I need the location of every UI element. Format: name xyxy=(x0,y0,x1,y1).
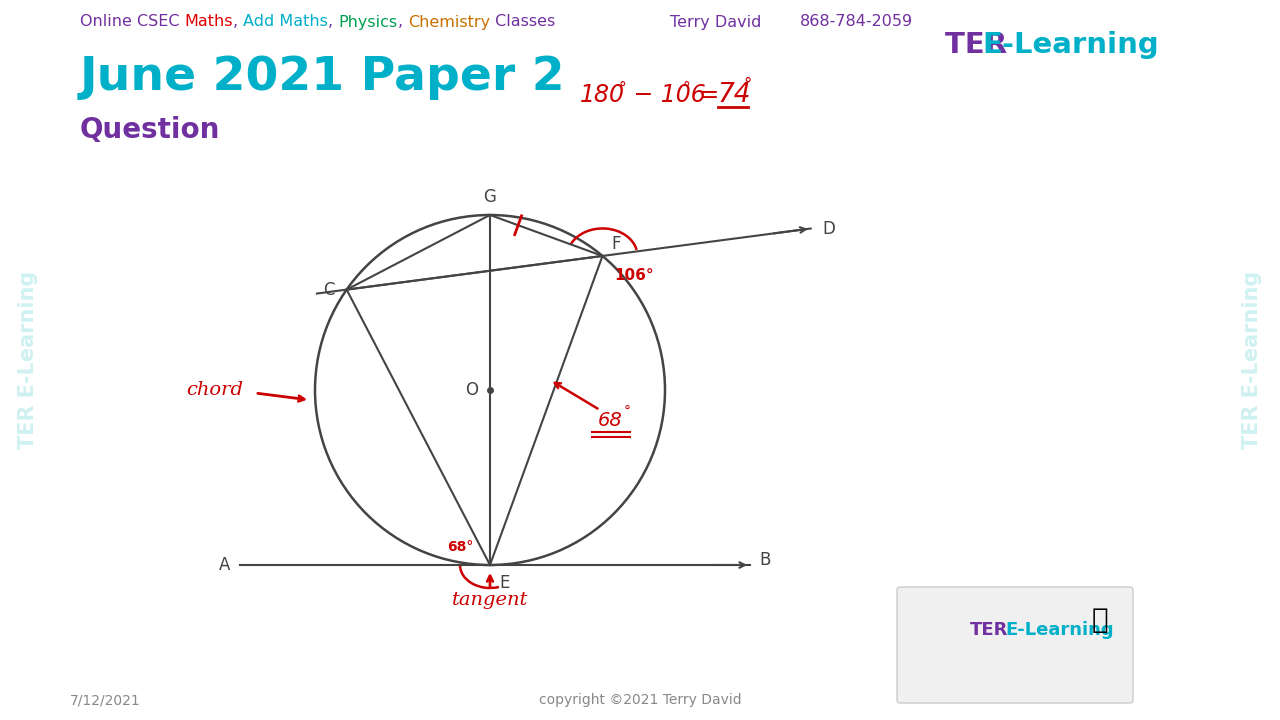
Text: ,: , xyxy=(398,14,408,30)
Text: C: C xyxy=(323,281,334,299)
Text: Chemistry: Chemistry xyxy=(408,14,490,30)
Text: A: A xyxy=(219,556,230,574)
Text: °: ° xyxy=(682,81,690,96)
Text: D: D xyxy=(822,220,835,238)
Text: °: ° xyxy=(742,76,751,94)
Text: E-Learning: E-Learning xyxy=(1005,621,1114,639)
Text: Online CSEC: Online CSEC xyxy=(79,14,184,30)
Text: °: ° xyxy=(618,81,626,96)
Text: E: E xyxy=(499,574,511,592)
Text: =: = xyxy=(692,83,727,107)
Text: Add Maths: Add Maths xyxy=(243,14,328,30)
Text: Classes: Classes xyxy=(490,14,556,30)
Text: 7/12/2021: 7/12/2021 xyxy=(70,693,141,707)
Text: E-Learning: E-Learning xyxy=(982,31,1158,59)
Text: TER E-Learning: TER E-Learning xyxy=(18,271,38,449)
Text: 🎓: 🎓 xyxy=(1092,606,1108,634)
Text: °: ° xyxy=(623,405,631,419)
Text: 180: 180 xyxy=(580,83,625,107)
Text: B: B xyxy=(759,551,771,569)
Text: chord: chord xyxy=(187,381,243,399)
Text: 68°: 68° xyxy=(447,540,474,554)
Text: − 106: − 106 xyxy=(626,83,705,107)
Text: O: O xyxy=(466,381,479,399)
Text: 74: 74 xyxy=(718,82,751,108)
Text: Maths: Maths xyxy=(184,14,233,30)
Text: TER: TER xyxy=(945,31,1018,59)
Text: 68: 68 xyxy=(598,410,622,430)
Text: ,: , xyxy=(328,14,338,30)
Text: Question: Question xyxy=(79,116,220,144)
Text: Terry David: Terry David xyxy=(669,14,762,30)
Text: F: F xyxy=(612,235,621,253)
Text: tangent: tangent xyxy=(452,591,529,609)
Text: G: G xyxy=(484,188,497,206)
Text: TER E-Learning: TER E-Learning xyxy=(1242,271,1262,449)
Text: TER: TER xyxy=(970,621,1009,639)
Text: 868-784-2059: 868-784-2059 xyxy=(800,14,913,30)
Text: Physics: Physics xyxy=(338,14,398,30)
Text: 106°: 106° xyxy=(614,269,654,284)
Text: June 2021 Paper 2: June 2021 Paper 2 xyxy=(79,55,566,101)
Text: ,: , xyxy=(233,14,243,30)
Text: copyright ©2021 Terry David: copyright ©2021 Terry David xyxy=(539,693,741,707)
FancyBboxPatch shape xyxy=(897,587,1133,703)
